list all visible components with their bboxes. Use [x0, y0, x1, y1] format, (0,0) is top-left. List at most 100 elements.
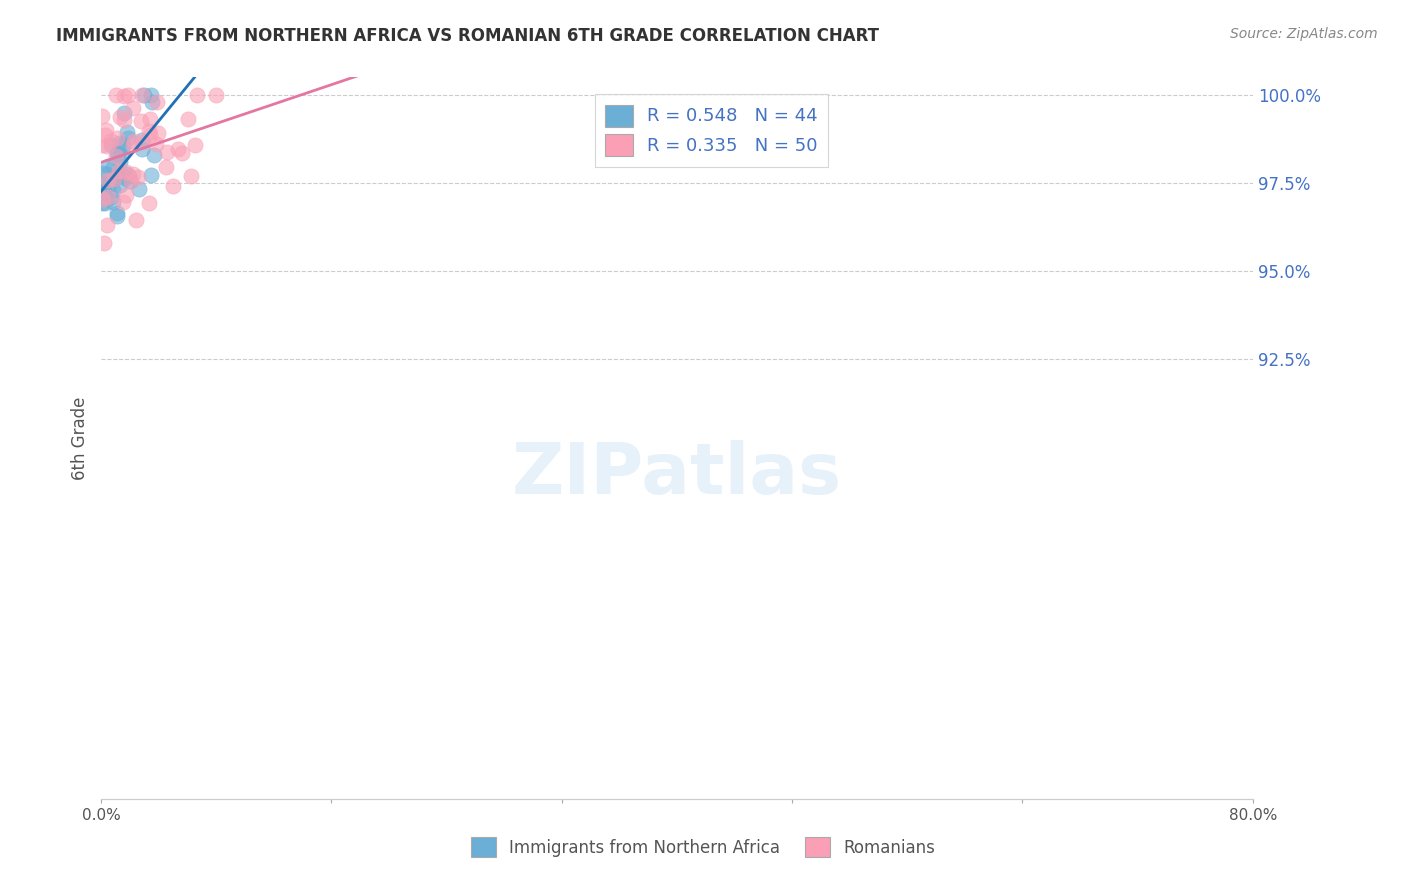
Point	[96, 139, 118, 153]
Point	[103, 183, 125, 197]
Point	[122, 167, 145, 181]
Point	[93, 185, 115, 199]
Point	[94, 128, 117, 142]
Point	[97, 189, 120, 203]
Point	[91, 181, 114, 195]
Point	[139, 128, 162, 142]
Text: Source: ZipAtlas.com: Source: ZipAtlas.com	[1230, 27, 1378, 41]
Point	[128, 182, 150, 196]
Point	[112, 89, 135, 103]
Point	[91, 109, 114, 123]
Point	[143, 148, 166, 162]
Point	[100, 134, 122, 148]
Point	[146, 126, 169, 140]
Point	[115, 125, 138, 139]
Point	[97, 173, 120, 187]
Point	[97, 159, 120, 173]
Legend: R = 0.548   N = 44, R = 0.335   N = 50: R = 0.548 N = 44, R = 0.335 N = 50	[595, 94, 828, 167]
Point	[98, 178, 121, 192]
Point	[103, 171, 125, 186]
Point	[96, 219, 118, 233]
Point	[112, 112, 135, 127]
Point	[100, 138, 122, 153]
Point	[145, 95, 167, 109]
Point	[121, 138, 143, 153]
Point	[162, 178, 184, 193]
Point	[91, 166, 114, 180]
Point	[138, 112, 160, 127]
Point	[104, 148, 127, 162]
Point	[131, 133, 153, 147]
Point	[91, 195, 114, 210]
Point	[110, 155, 132, 169]
Point	[131, 88, 153, 103]
Point	[139, 168, 162, 182]
Point	[141, 88, 163, 103]
Point	[94, 196, 117, 211]
Point	[94, 187, 117, 202]
Point	[93, 184, 115, 198]
Point	[108, 164, 131, 178]
Point	[155, 160, 177, 174]
Y-axis label: 6th Grade: 6th Grade	[72, 397, 89, 480]
Point	[186, 88, 208, 103]
Point	[101, 195, 124, 210]
Point	[131, 142, 153, 156]
Point	[96, 167, 118, 181]
Point	[111, 194, 134, 209]
Point	[117, 88, 139, 103]
Point	[91, 138, 114, 153]
Point	[112, 139, 135, 153]
Point	[183, 137, 205, 152]
Point	[93, 235, 115, 250]
Point	[176, 112, 198, 126]
Point	[104, 88, 127, 103]
Point	[180, 169, 202, 183]
Point	[114, 171, 136, 186]
Point	[117, 131, 139, 145]
Point	[118, 169, 141, 183]
Point	[94, 122, 117, 136]
Text: IMMIGRANTS FROM NORTHERN AFRICA VS ROMANIAN 6TH GRADE CORRELATION CHART: IMMIGRANTS FROM NORTHERN AFRICA VS ROMAN…	[56, 27, 879, 45]
Point	[118, 173, 141, 187]
Point	[120, 174, 142, 188]
Point	[114, 167, 136, 181]
Point	[170, 145, 193, 160]
Point	[107, 146, 129, 161]
Point	[108, 110, 131, 124]
Text: ZIPatlas: ZIPatlas	[512, 440, 842, 509]
Point	[122, 101, 145, 115]
Point	[112, 106, 135, 120]
Point	[115, 165, 138, 179]
Point	[166, 142, 188, 156]
Point	[91, 192, 114, 206]
Point	[122, 134, 145, 148]
Point	[132, 135, 155, 149]
Point	[105, 206, 128, 220]
Point	[107, 209, 129, 223]
Point	[108, 136, 131, 150]
Point	[110, 148, 132, 162]
Point	[114, 187, 136, 202]
Point	[155, 145, 177, 159]
Point	[103, 171, 125, 186]
Point	[205, 88, 228, 103]
Point	[125, 213, 148, 227]
Point	[141, 95, 163, 110]
Point	[110, 178, 132, 193]
Point	[107, 147, 129, 161]
Point	[111, 136, 134, 151]
Point	[134, 88, 156, 103]
Point	[129, 113, 152, 128]
Point	[103, 172, 125, 186]
Point	[138, 124, 160, 138]
Point	[138, 196, 160, 211]
Point	[103, 161, 125, 175]
Point	[145, 137, 167, 152]
Point	[100, 190, 122, 204]
Legend: Immigrants from Northern Africa, Romanians: Immigrants from Northern Africa, Romania…	[463, 829, 943, 866]
Point	[91, 176, 114, 190]
Point	[127, 169, 149, 184]
Point	[107, 168, 129, 182]
Point	[105, 131, 128, 145]
